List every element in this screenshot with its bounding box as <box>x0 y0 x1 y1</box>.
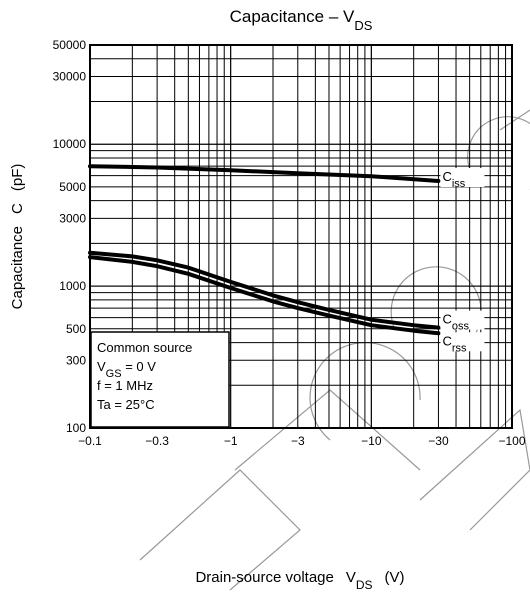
x-axis-label-main: Drain-source voltage <box>195 569 333 586</box>
x-tick-label: −3 <box>291 434 305 448</box>
x-axis-label: Drain-source voltage VDS (V) <box>195 569 404 592</box>
y-tick-labels: 100 300 500 1000 3000 5000 10000 30000 50000 <box>53 38 87 435</box>
series-line-rss <box>88 255 441 336</box>
x-tick-label: −0.1 <box>78 434 102 448</box>
y-axis-label-main: Capacitance <box>9 226 26 309</box>
y-tick-label: 50000 <box>53 38 87 52</box>
series-label-bg <box>440 168 485 188</box>
condition-line: Common source <box>97 340 192 355</box>
y-tick-label: 5000 <box>59 180 86 194</box>
y-tick-label: 30000 <box>53 69 87 83</box>
condition-line: f = 1 MHz <box>97 378 153 393</box>
y-axis-label-unit: (pF) <box>9 164 26 192</box>
series-label-bg <box>440 332 485 352</box>
series-label-bg <box>440 310 485 330</box>
watermark-stroke <box>309 342 421 441</box>
series-label-oss: Coss <box>442 312 469 333</box>
chart-title-sub: DS <box>354 18 372 33</box>
x-tick-labels: −0.1 −0.3 −1 −3 −10 −30 −100 <box>78 434 526 448</box>
x-tick-label: −0.3 <box>145 434 169 448</box>
plot-frame <box>89 44 513 429</box>
y-axis-label-var: C <box>9 203 26 214</box>
y-tick-label: 1000 <box>59 279 86 293</box>
series-line-iss <box>88 164 441 183</box>
x-axis-label-unit: (V) <box>385 569 405 586</box>
x-tick-label: −100 <box>498 434 525 448</box>
condition-line: Ta = 25°C <box>97 397 155 412</box>
y-axis-label: Capacitance C (pF) <box>9 164 26 310</box>
conditions-box-frame <box>90 331 230 428</box>
watermark-stroke <box>499 109 530 131</box>
chart-title: Capacitance – VDS <box>230 7 373 33</box>
x-tick-label: −10 <box>361 434 382 448</box>
y-tick-label: 10000 <box>53 137 87 151</box>
watermark-stroke <box>139 469 301 591</box>
y-tick-label: 3000 <box>59 211 86 225</box>
condition-line: VGS = 0 V <box>97 359 156 380</box>
y-tick-label: 100 <box>66 421 86 435</box>
x-tick-label: −30 <box>428 434 449 448</box>
x-axis-label-sub: DS <box>356 578 373 592</box>
chart-title-main: Capacitance – V <box>230 7 355 26</box>
series-label-rss: Crss <box>442 333 467 354</box>
watermark-stroke <box>234 389 421 471</box>
series-line-oss <box>88 250 441 330</box>
watermark-stroke <box>419 408 530 531</box>
x-axis-label-var: V <box>346 569 356 586</box>
series-label-iss: Ciss <box>442 169 465 190</box>
x-tick-label: −1 <box>224 434 238 448</box>
conditions-text: Common source VGS = 0 Vf = 1 MHz Ta = 25°C <box>97 340 192 412</box>
y-tick-label: 300 <box>66 353 86 367</box>
y-tick-label: 500 <box>66 322 86 336</box>
conditions-box <box>90 331 230 428</box>
series-group <box>88 164 441 336</box>
